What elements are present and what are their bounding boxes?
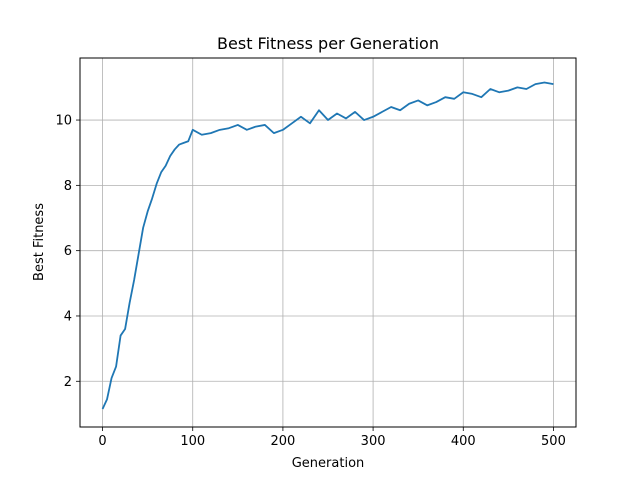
grid bbox=[80, 58, 576, 427]
ticks: 0 100 200 300 400 500 2 4 6 8 10 bbox=[55, 114, 565, 449]
x-tick-label: 0 bbox=[98, 434, 106, 449]
x-tick-label: 100 bbox=[180, 434, 205, 449]
x-tick-label: 300 bbox=[361, 434, 386, 449]
y-tick-label: 4 bbox=[64, 309, 72, 324]
y-tick-label: 6 bbox=[64, 244, 72, 259]
chart-title: Best Fitness per Generation bbox=[217, 34, 439, 53]
x-tick-label: 500 bbox=[541, 434, 566, 449]
y-tick-label: 10 bbox=[55, 114, 72, 129]
x-axis-label: Generation bbox=[292, 456, 365, 471]
x-tick-label: 400 bbox=[451, 434, 476, 449]
series-line-0 bbox=[101, 81, 554, 410]
x-tick-label: 200 bbox=[270, 434, 295, 449]
plot-area bbox=[101, 81, 554, 410]
y-tick-label: 8 bbox=[64, 179, 72, 194]
y-axis-label: Best Fitness bbox=[32, 203, 47, 281]
axes-frame bbox=[79, 57, 577, 428]
y-tick-label: 2 bbox=[64, 375, 72, 390]
